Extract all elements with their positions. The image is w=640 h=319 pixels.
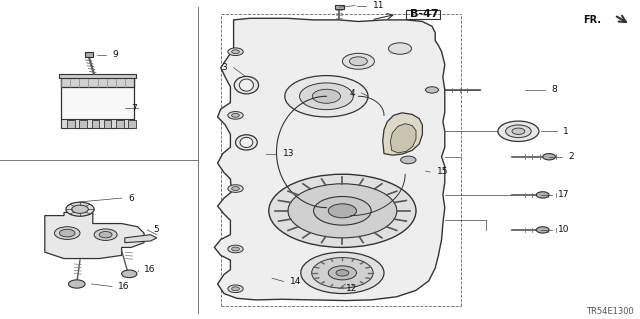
Text: 16: 16 bbox=[144, 265, 156, 274]
Circle shape bbox=[312, 257, 373, 288]
Text: B-47: B-47 bbox=[410, 9, 438, 19]
Circle shape bbox=[301, 252, 384, 293]
Circle shape bbox=[342, 53, 374, 69]
Circle shape bbox=[72, 205, 88, 213]
Circle shape bbox=[228, 285, 243, 293]
Text: FR.: FR. bbox=[584, 15, 602, 25]
Text: 8: 8 bbox=[552, 85, 557, 94]
Circle shape bbox=[498, 121, 539, 141]
Polygon shape bbox=[390, 124, 416, 153]
Circle shape bbox=[228, 48, 243, 56]
Text: 16: 16 bbox=[118, 282, 130, 291]
Ellipse shape bbox=[240, 137, 253, 147]
Circle shape bbox=[420, 87, 433, 93]
Bar bbox=[92, 120, 99, 128]
Text: 14: 14 bbox=[290, 277, 301, 286]
Circle shape bbox=[543, 153, 556, 160]
Text: 5: 5 bbox=[154, 226, 159, 234]
Bar bbox=[128, 120, 136, 128]
Circle shape bbox=[228, 185, 243, 192]
Circle shape bbox=[349, 57, 367, 66]
Circle shape bbox=[285, 76, 368, 117]
Bar bbox=[79, 120, 87, 128]
Polygon shape bbox=[214, 18, 445, 300]
Polygon shape bbox=[125, 235, 157, 243]
Circle shape bbox=[426, 87, 438, 93]
Circle shape bbox=[388, 43, 412, 54]
Circle shape bbox=[506, 125, 531, 137]
Text: 2: 2 bbox=[568, 152, 574, 161]
Circle shape bbox=[232, 247, 239, 251]
Text: 4: 4 bbox=[349, 89, 355, 98]
Text: 3: 3 bbox=[221, 63, 227, 72]
Text: 7: 7 bbox=[131, 104, 137, 113]
Circle shape bbox=[66, 202, 94, 216]
Circle shape bbox=[99, 232, 112, 238]
Circle shape bbox=[314, 197, 371, 225]
Text: 10: 10 bbox=[558, 226, 570, 234]
Ellipse shape bbox=[236, 135, 257, 150]
Polygon shape bbox=[45, 212, 144, 258]
Text: 13: 13 bbox=[283, 149, 294, 158]
Circle shape bbox=[54, 227, 80, 240]
Circle shape bbox=[232, 187, 239, 190]
Bar bbox=[61, 79, 134, 120]
Text: 6: 6 bbox=[128, 194, 134, 203]
Circle shape bbox=[328, 204, 356, 218]
Circle shape bbox=[336, 270, 349, 276]
Bar bbox=[59, 74, 136, 78]
Circle shape bbox=[536, 227, 549, 233]
Text: 17: 17 bbox=[558, 190, 570, 199]
Ellipse shape bbox=[234, 76, 259, 94]
Text: 11: 11 bbox=[372, 1, 384, 10]
Circle shape bbox=[232, 114, 239, 117]
Circle shape bbox=[228, 112, 243, 119]
Text: TR54E1300: TR54E1300 bbox=[586, 307, 634, 315]
Bar bbox=[67, 120, 75, 128]
Circle shape bbox=[228, 245, 243, 253]
Circle shape bbox=[232, 50, 239, 54]
Ellipse shape bbox=[239, 79, 253, 91]
Circle shape bbox=[68, 280, 85, 288]
Bar bbox=[104, 120, 111, 128]
Bar bbox=[85, 52, 93, 57]
Circle shape bbox=[401, 156, 416, 164]
Circle shape bbox=[536, 192, 549, 198]
Bar bbox=[335, 5, 344, 9]
Text: 1: 1 bbox=[563, 127, 569, 136]
Circle shape bbox=[269, 174, 416, 248]
Circle shape bbox=[288, 184, 397, 238]
Bar bbox=[116, 120, 124, 128]
Text: 12: 12 bbox=[346, 284, 357, 293]
Circle shape bbox=[512, 128, 525, 134]
Text: 15: 15 bbox=[436, 167, 448, 176]
Circle shape bbox=[328, 266, 356, 280]
Bar bbox=[61, 119, 134, 128]
Bar bbox=[61, 77, 134, 87]
Bar bbox=[406, 10, 440, 19]
Circle shape bbox=[94, 229, 117, 241]
Text: 9: 9 bbox=[112, 50, 118, 59]
Circle shape bbox=[300, 83, 353, 110]
Circle shape bbox=[232, 287, 239, 291]
Circle shape bbox=[268, 256, 280, 262]
Circle shape bbox=[312, 89, 340, 103]
Circle shape bbox=[122, 270, 137, 278]
Circle shape bbox=[60, 229, 75, 237]
Polygon shape bbox=[383, 113, 422, 155]
